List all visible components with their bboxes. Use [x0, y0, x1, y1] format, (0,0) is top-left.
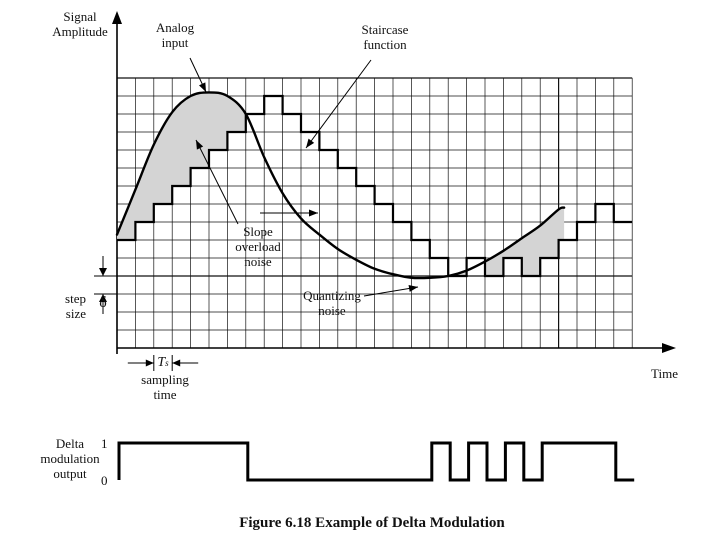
delta-symbol: δ — [99, 294, 107, 311]
ts-left-arrow-head — [145, 359, 154, 367]
analog-input-label: Analog input — [155, 20, 195, 50]
delta-modulation-output-label: Delta modulation output — [40, 436, 100, 481]
y-axis-arrowhead — [112, 11, 122, 24]
slope-overload-arrow-head — [196, 140, 204, 150]
slope-overload-noise-label: Slope overload noise — [235, 224, 281, 269]
analog-input-arrow-head — [199, 82, 206, 92]
analog-input-curve — [115, 91, 566, 280]
quantizing-noise-arrow-shaft — [363, 286, 419, 297]
staircase-function-arrow-head — [306, 138, 315, 148]
staircase-function-arrow-shaft — [305, 59, 372, 149]
slope-overload-arrow-shaft — [195, 139, 239, 225]
dm-level-one: 1 — [101, 436, 108, 451]
step-size-top-arrow-head — [99, 268, 107, 276]
staircase-function-label: Staircase function — [361, 22, 409, 52]
step-size-label: step size — [65, 291, 86, 321]
figure-caption: Figure 6.18 Example of Delta Modulation — [239, 515, 505, 531]
sampling-period-symbol: Ts — [157, 355, 169, 370]
slope-overload-arrow-right-head — [309, 209, 318, 217]
quantizing-noise-label: Quantizing noise — [303, 288, 361, 318]
x-axis-arrowhead — [662, 343, 676, 353]
y-axis-label: Signal Amplitude — [52, 9, 108, 39]
quantizing-noise-arrow-head — [408, 285, 418, 292]
dm-output-waveform — [117, 441, 635, 482]
dm-level-zero: 0 — [101, 473, 108, 488]
ts-right-arrow-head — [172, 359, 181, 367]
time-axis-label: Time — [651, 366, 678, 381]
sampling-time-label: sampling time — [141, 372, 189, 402]
step-size-bottom-arrow-head — [99, 294, 107, 302]
